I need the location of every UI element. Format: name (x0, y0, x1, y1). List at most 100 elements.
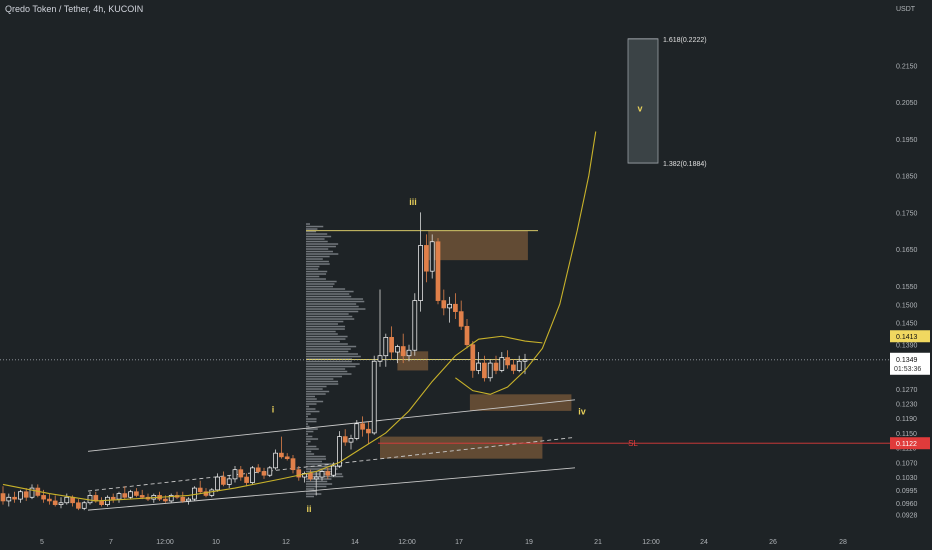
volume-profile-bar (306, 290, 354, 293)
volume-profile-bar (306, 398, 317, 400)
fib-level-label: 1.618(0.2222) (663, 37, 707, 44)
volume-profile-bar (306, 243, 339, 245)
candle-body (139, 495, 145, 498)
price-tick-label: 0.1270 (896, 387, 918, 394)
candle-body (128, 491, 133, 498)
volume-profile-bar (306, 273, 327, 275)
price-tick-label: 0.1150 (896, 431, 917, 438)
candle-body (226, 478, 232, 485)
time-axis[interactable]: 5 7 12:00 10 12 14 12:00 17 19 21 12:00 24 26 28 (40, 539, 847, 546)
sl-label: SL (628, 439, 638, 448)
time-tick-label: 28 (839, 539, 847, 546)
volume-profile-bar (306, 318, 355, 320)
ma-price-tag (890, 330, 930, 343)
candle-body (412, 300, 418, 351)
volume-profile-bar (306, 383, 339, 385)
volume-profile-bar (306, 293, 350, 295)
volume-profile-bar (306, 333, 338, 335)
price-tick-label: 0.1550 (896, 284, 918, 291)
price-tick-label: 0.1950 (896, 137, 918, 144)
candle-body (516, 360, 522, 371)
volume-profile-bar (306, 465, 342, 468)
candle-body (163, 498, 168, 502)
volume-profile-bar (306, 343, 348, 345)
order-block-zone (469, 394, 572, 411)
volume-profile-bar (306, 235, 332, 238)
candle-body (383, 336, 389, 357)
candle-body (441, 300, 447, 309)
candle-body (435, 241, 441, 301)
volume-profile-bar (306, 353, 358, 355)
bar-countdown: 01:53:36 (894, 366, 921, 373)
price-axis[interactable]: USDT 0.2150 0.2050 0.1950 0.1850 0.1750 0.1650… (890, 0, 932, 550)
candle-body (337, 436, 342, 467)
candle-body (458, 311, 464, 327)
candle-body (348, 438, 354, 443)
volume-profile-bar (306, 288, 346, 290)
volume-profile-bar (306, 320, 344, 323)
volume-profile-bar (306, 450, 312, 453)
candle-body (105, 496, 110, 505)
candle-body (203, 491, 209, 496)
volume-profile-bar (306, 375, 342, 378)
volume-profile-bar (306, 453, 315, 455)
volume-profile-bar (306, 483, 333, 485)
volume-profile-bar (306, 250, 333, 253)
volume-profile-bar (306, 368, 346, 370)
price-tick-label: 0.2050 (896, 100, 918, 107)
volume-profile-bar (306, 265, 320, 268)
projection-path (455, 131, 597, 395)
volume-profile-bar (306, 363, 360, 365)
volume-profile-bar (306, 283, 335, 285)
candle-body (116, 493, 122, 500)
fib-target-box (627, 38, 659, 164)
candle-body (371, 360, 377, 434)
volume-profile-bar (306, 370, 348, 373)
volume-profile-bar (306, 233, 328, 235)
volume-profile-bar (306, 313, 349, 315)
candle-body (244, 476, 249, 483)
volume-profile-bar (306, 340, 340, 343)
candle-body (429, 241, 435, 272)
candle-body (366, 428, 371, 434)
sl-price-tag (890, 437, 930, 450)
volume-profile-bar (306, 248, 329, 250)
price-tick-label: 0.0960 (896, 501, 918, 508)
candle-body (464, 325, 470, 346)
candle-body (389, 336, 394, 353)
volume-profile-bar (306, 433, 308, 435)
volume-profile-bar (306, 408, 316, 410)
volume-profile-bar (306, 303, 357, 305)
volume-profile-bar (306, 305, 359, 308)
volume-profile-bar (306, 323, 338, 325)
volume-profile-bar (306, 418, 317, 420)
candle-body (308, 473, 313, 480)
candle-body (41, 495, 46, 500)
candle-body (342, 436, 348, 443)
volume-profile-bar (306, 475, 344, 478)
candle-body (406, 349, 412, 357)
volume-profile-bar (306, 253, 339, 255)
candle-body (250, 467, 255, 483)
volume-profile-bar (306, 325, 346, 328)
volume-profile-bar (306, 245, 336, 248)
order-block-zone (428, 230, 528, 261)
volume-profile-bar (306, 300, 365, 303)
volume-profile-bar (306, 230, 317, 233)
volume-profile-bar (306, 435, 313, 438)
volume-profile-bar (306, 298, 364, 300)
price-tick-label: 0.2150 (896, 63, 918, 70)
channel-upper-line (87, 399, 576, 452)
candle-body (23, 491, 29, 498)
volume-profile-bar (306, 228, 318, 230)
volume-profile-bar (306, 430, 314, 433)
candle-body (284, 456, 290, 460)
volume-profile-bar (306, 310, 359, 313)
time-tick-label: 5 (40, 539, 44, 546)
time-tick-label: 10 (212, 539, 220, 546)
candle-body (360, 423, 365, 430)
volume-profile-bar (306, 420, 317, 423)
candle-body (99, 500, 104, 505)
time-tick-label: 7 (109, 539, 113, 546)
